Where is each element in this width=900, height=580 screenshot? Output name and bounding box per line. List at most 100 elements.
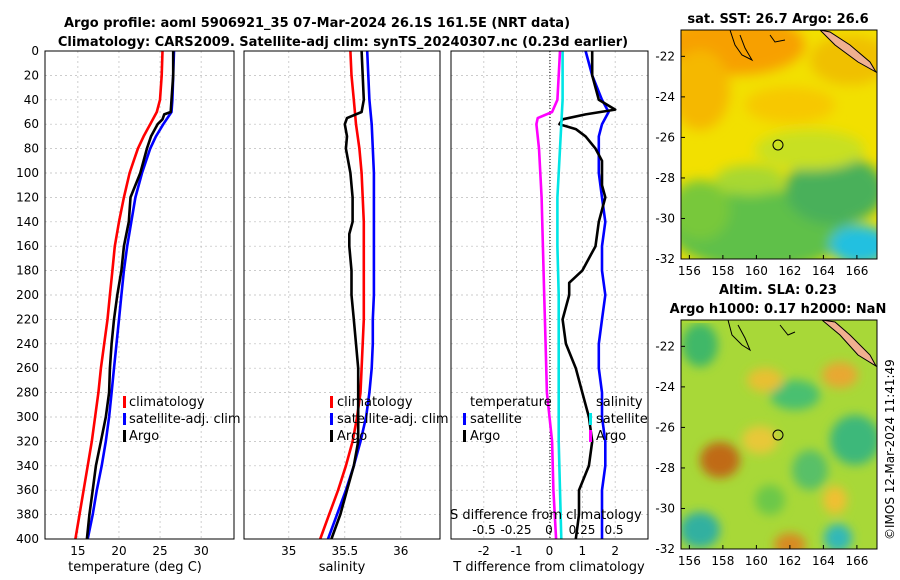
sst-lon-ticks: 156 158 160 162 164 166	[678, 255, 868, 278]
salinity-axes-box	[243, 50, 441, 540]
t-difference-tick-labels: -2 -1 0 1 2	[478, 544, 619, 558]
legend-swatch-satellite	[330, 413, 333, 425]
depth-tick-label: 340	[16, 459, 39, 473]
depth-tick-label: 80	[24, 142, 39, 156]
depth-tick-label: 200	[16, 288, 39, 302]
sst-lat-ticks: -22 -24 -26 -28 -30 -32	[655, 49, 685, 266]
lat-tick-label: -22	[655, 49, 675, 63]
x-tick-label: 30	[193, 544, 208, 558]
temperature-panel: 0 20 40 60 80 100 120 140 160 180 200 220 240 260 280 3…	[16, 44, 241, 575]
temperature-legend: climatology satellite-adj. clim Argo	[123, 395, 241, 444]
salinity-legend: climatology satellite-adj. clim Argo	[330, 395, 449, 444]
salinity-gridlines	[244, 50, 440, 540]
salinity-panel: 35 35.5 36 salinity climatology satellite-…	[243, 50, 449, 575]
x-tick-label: -2	[478, 544, 490, 558]
t-difference-xlabel: T difference from climatology	[452, 560, 645, 575]
legend-t-satellite: satellite	[470, 412, 522, 427]
x-tick-label: -1	[511, 544, 523, 558]
coastline-contour	[729, 30, 754, 62]
depth-tick-label: 140	[16, 215, 39, 229]
lat-tick-label: -30	[655, 501, 675, 515]
legend-swatch-argo	[123, 430, 126, 442]
depth-tick-label: 120	[16, 190, 39, 204]
x-tick-label: 35.5	[331, 544, 358, 558]
lon-tick-label: 162	[778, 554, 801, 568]
legend-satellite-adj: satellite-adj. clim	[337, 412, 449, 427]
lon-tick-label: 164	[812, 264, 835, 278]
depth-tick-label: 400	[16, 532, 39, 546]
lon-tick-label: 160	[745, 264, 768, 278]
legend-swatch-s-satellite	[589, 413, 592, 425]
lon-tick-label: 160	[745, 554, 768, 568]
sla-lat-ticks: -22 -24 -26 -28 -30 -32	[655, 339, 685, 556]
depth-tick-label: 160	[16, 239, 39, 253]
depth-tick-label: 0	[31, 44, 39, 58]
s-difference-tick: 0.25	[569, 523, 596, 537]
depth-tick-label: 220	[16, 312, 39, 326]
series-line-satellite-adj-clim	[86, 50, 176, 540]
lat-tick-label: -30	[655, 211, 675, 225]
coastline-contour	[779, 324, 796, 336]
legend-argo: Argo	[337, 429, 367, 444]
s-difference-tick-labels: -0.5 -0.25 0 0.25 0.5	[472, 523, 623, 537]
legend-t-argo: Argo	[470, 429, 500, 444]
x-tick-label: 36	[393, 544, 408, 558]
legend-swatch-climatology	[330, 396, 333, 408]
new-caledonia-island	[821, 320, 877, 368]
salinity-lines	[318, 50, 376, 540]
legend-swatch-t-argo	[463, 430, 466, 442]
legend-s-satellite: satellite	[596, 412, 648, 427]
series-line-argo	[85, 51, 175, 540]
salinity-xlabel: salinity	[319, 560, 366, 575]
coastline-contour	[727, 320, 752, 352]
figure-title-line2: Climatology: CARS2009. Satellite-adj cli…	[58, 35, 628, 50]
depth-tick-label: 40	[24, 93, 39, 107]
s-difference-tick: 0.5	[604, 523, 623, 537]
figure-title-line1: Argo profile: aoml 5906921_35 07-Mar-202…	[64, 16, 570, 31]
lat-tick-label: -28	[655, 461, 675, 475]
legend-salinity-title: salinity	[596, 395, 643, 410]
sla-heatmap	[681, 320, 877, 549]
temperature-xlabel: temperature (deg C)	[68, 560, 202, 575]
lat-tick-label: -28	[655, 171, 675, 185]
legend-swatch-satellite	[123, 413, 126, 425]
sla-map-frame	[680, 319, 878, 550]
lon-tick-label: 156	[678, 264, 701, 278]
lon-tick-label: 166	[845, 264, 868, 278]
series-line-climatology	[74, 50, 164, 540]
lon-tick-label: 164	[812, 554, 835, 568]
depth-tick-labels: 0 20 40 60 80 100 120 140 160 180 200 220 240 260 280 3…	[16, 44, 39, 546]
temperature-axes-box	[44, 50, 235, 540]
depth-tick-label: 240	[16, 337, 39, 351]
series-line-climatology	[318, 50, 366, 540]
difference-panel: -2 -1 0 1 2 -0.5 -0.25 0 0.25 0.5 S difference f…	[450, 50, 649, 575]
lat-tick-label: -22	[655, 339, 675, 353]
series-line-s-satellite	[556, 51, 564, 540]
new-caledonia-island	[819, 30, 877, 74]
argo-location-marker	[772, 139, 784, 151]
lat-tick-label: -32	[655, 252, 675, 266]
sst-heatmap	[681, 30, 877, 259]
legend-satellite-adj: satellite-adj. clim	[129, 412, 241, 427]
difference-legend: temperature satellite Argo salinity sate…	[463, 395, 648, 444]
depth-tick-label: 20	[24, 68, 39, 82]
sla-map-title-line2: Argo h1000: 0.17 h2000: NaN	[670, 302, 887, 317]
sst-map-title: sat. SST: 26.7 Argo: 26.6	[687, 12, 868, 27]
s-difference-label: S difference from climatology	[450, 508, 642, 523]
x-tick-label: 35	[281, 544, 296, 558]
imos-credit: ©IMOS 12-Mar-2024 11:41:49	[883, 359, 897, 540]
depth-tick-label: 380	[16, 508, 39, 522]
s-difference-tick: -0.5	[472, 523, 495, 537]
temperature-tick-labels: 15 20 25 30	[70, 544, 209, 558]
depth-tick-label: 260	[16, 361, 39, 375]
depth-tick-label: 320	[16, 434, 39, 448]
lat-tick-label: -26	[655, 130, 675, 144]
depth-tick-label: 60	[24, 117, 39, 131]
s-difference-tick: 0	[545, 523, 553, 537]
x-tick-label: 15	[70, 544, 85, 558]
legend-swatch-t-satellite	[463, 413, 466, 425]
x-tick-label: 25	[152, 544, 167, 558]
lat-tick-label: -26	[655, 420, 675, 434]
lon-tick-label: 156	[678, 554, 701, 568]
